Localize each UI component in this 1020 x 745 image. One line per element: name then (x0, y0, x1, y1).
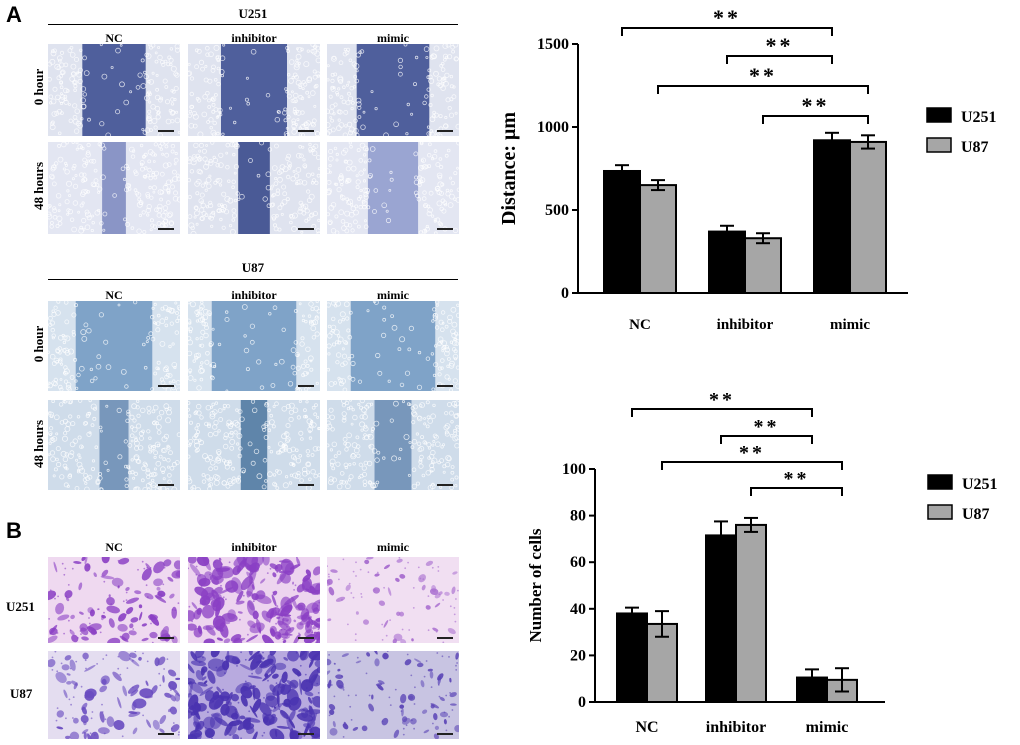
count-chart-ytick-label-2: 40 (570, 601, 586, 618)
count-chart-sig-bracket-0 (631, 408, 813, 417)
u87-nc-48h-image (48, 400, 180, 490)
count-chart-y-label: Number of cells (526, 528, 545, 642)
count-chart-ytick-label-1: 20 (570, 647, 586, 664)
distance-chart-sig-label-0: ** (713, 5, 741, 30)
u251-row-48h: 48 hours (31, 161, 46, 211)
transwell-count-chart: 0 20 40 60 80 100 Number of cells NC inhibitor mi… (526, 389, 998, 736)
distance-chart-legend-swatch-U87 (926, 137, 952, 153)
u87-mimic-48h-image (327, 400, 459, 490)
u87-row-48h: 48 hours (31, 419, 46, 469)
u87-col-nc: NC (105, 288, 123, 302)
distance-chart-xtick-label-mimic: mimic (830, 317, 870, 333)
u251-wound-title: U251 (238, 6, 268, 21)
transwell-u251-nc-image (48, 557, 180, 643)
transwell-row-u87: U87 (10, 686, 33, 701)
transwell-row-u251: U251 (6, 599, 35, 614)
u251-mimic-48h-image (327, 142, 459, 234)
count-chart-sig-label-0: ** (709, 389, 735, 411)
count-chart-sig-label-1: ** (754, 416, 780, 438)
distance-chart-xtick-label-inhibitor: inhibitor (717, 317, 774, 333)
distance-chart-ytick-label-1: 500 (545, 202, 569, 219)
distance-chart-legend-label-U251: U251 (961, 109, 997, 126)
distance-chart-bar-NC-U87 (639, 184, 677, 295)
panel-label-b: B (6, 518, 22, 543)
count-chart-ytick-label-3: 60 (570, 554, 586, 571)
distance-chart-legend-label-U87: U87 (961, 139, 989, 156)
u251-inhibitor-48h-image (188, 142, 320, 234)
transwell-col-mimic: mimic (377, 540, 409, 554)
count-chart-legend-label-U251: U251 (962, 476, 998, 493)
count-chart-sig-bracket-3 (750, 487, 843, 496)
u251-col-mimic: mimic (377, 31, 409, 45)
count-chart-bar-inhibitor-U251 (705, 534, 737, 703)
u251-col-inhibitor: inhibitor (231, 31, 277, 45)
count-chart-sig-bracket-2 (661, 461, 843, 470)
distance-chart-sig-label-2: ** (749, 63, 777, 88)
distance-chart-sig-label-3: ** (802, 93, 830, 118)
distance-chart-sig-bracket-2 (657, 85, 869, 94)
u87-mimic-0h-image (327, 301, 459, 391)
count-chart-sig-label-2: ** (739, 442, 765, 464)
count-chart-legend-swatch-U251 (927, 474, 953, 490)
count-chart-ytick-label-0: 0 (578, 694, 586, 711)
distance-chart-sig-bracket-3 (762, 115, 869, 124)
count-chart-bar-NC-U251 (616, 612, 648, 704)
u87-wound-title: U87 (241, 260, 265, 275)
distance-chart-ytick-label-3: 1500 (537, 36, 569, 53)
distance-chart-y-label: Distance: μm (498, 112, 520, 225)
transwell-u251-mimic-image (327, 557, 459, 643)
transwell-col-nc: NC (105, 540, 123, 554)
distance-chart-bar-mimic-U251 (813, 139, 851, 294)
distance-chart-sig-bracket-1 (726, 55, 833, 64)
u251-nc-0h-image (48, 44, 180, 136)
distance-chart-sig-bracket-0 (621, 27, 833, 36)
transwell-u87-inhibitor-image (188, 651, 320, 739)
distance-chart-bar-inhibitor-U251 (708, 230, 746, 294)
distance-chart-sig-label-1: ** (766, 33, 794, 58)
distance-chart-ytick-label-0: 0 (561, 285, 569, 302)
count-chart-xtick-label-mimic: mimic (806, 719, 849, 736)
u87-col-mimic: mimic (377, 288, 409, 302)
u251-inhibitor-0h-image (188, 44, 320, 136)
count-chart-legend-label-U87: U87 (962, 506, 990, 523)
count-chart-sig-label-3: ** (784, 468, 810, 490)
transwell-u87-mimic-image (327, 651, 459, 739)
u87-inhibitor-48h-image (188, 400, 320, 490)
u87-title-rule (48, 279, 458, 280)
panel-label-a: A (6, 2, 22, 27)
count-chart-ytick-label-4: 80 (570, 508, 586, 525)
count-chart-legend-swatch-U87 (927, 504, 953, 520)
transwell-u87-nc-image (48, 651, 180, 739)
count-chart-xtick-label-inhibitor: inhibitor (706, 719, 766, 736)
distance-chart-bar-mimic-U87 (849, 140, 887, 294)
u251-title-rule (48, 24, 458, 25)
u251-mimic-0h-image (327, 44, 459, 136)
distance-chart-legend-swatch-U251 (926, 107, 952, 123)
count-chart-ytick-label-5: 100 (562, 461, 586, 478)
count-chart-bar-inhibitor-U87 (735, 523, 767, 703)
u251-row-0h: 0 hour (31, 68, 46, 106)
distance-chart-xtick-label-NC: NC (629, 317, 651, 333)
transwell-u251-inhibitor-image (188, 557, 320, 643)
count-chart-sig-bracket-1 (720, 435, 813, 444)
u87-row-0h: 0 hour (31, 325, 46, 363)
distance-chart-bar-NC-U251 (603, 169, 641, 295)
u87-nc-0h-image (48, 301, 180, 391)
distance-chart-ytick-label-2: 1000 (537, 119, 569, 136)
u87-inhibitor-0h-image (188, 301, 320, 391)
u251-col-nc: NC (105, 31, 123, 45)
u251-nc-48h-image (48, 142, 180, 234)
transwell-col-inhibitor: inhibitor (231, 540, 277, 554)
distance-chart-bar-inhibitor-U87 (744, 237, 782, 294)
u87-col-inhibitor: inhibitor (231, 288, 277, 302)
count-chart-xtick-label-NC: NC (635, 719, 658, 736)
wound-distance-chart: 0 500 1000 1500 Distance: μm NC inhibitor mimic… (498, 5, 997, 333)
